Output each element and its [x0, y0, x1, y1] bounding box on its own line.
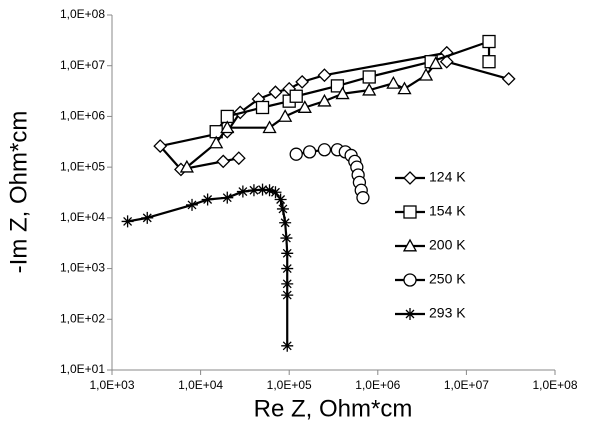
- marker: [281, 289, 294, 302]
- y-tick-label: 1,0E+06: [60, 109, 105, 123]
- legend-label: 250 K: [429, 271, 466, 287]
- marker: [317, 143, 332, 157]
- marker: [256, 183, 269, 196]
- marker: [403, 273, 417, 287]
- x-tick-label: 1,0E+05: [267, 378, 312, 392]
- y-tick-label: 1,0E+01: [60, 362, 105, 376]
- marker: [179, 159, 194, 173]
- marker: [209, 135, 224, 149]
- marker: [482, 34, 496, 49]
- marker: [295, 74, 310, 89]
- marker: [356, 191, 370, 205]
- marker: [362, 70, 376, 84]
- marker: [279, 216, 292, 229]
- marker: [482, 55, 496, 69]
- x-tick-label: 1,0E+08: [532, 378, 577, 392]
- y-tick-label: 1,0E+02: [60, 311, 105, 325]
- marker: [403, 205, 417, 219]
- marker: [317, 93, 332, 107]
- y-tick-label: 1,0E+04: [60, 210, 105, 224]
- marker: [501, 71, 516, 86]
- marker: [186, 198, 199, 211]
- marker: [302, 145, 317, 159]
- legend-label: 293 K: [429, 305, 466, 321]
- marker: [362, 82, 377, 96]
- marker: [141, 211, 154, 224]
- marker: [335, 86, 350, 100]
- marker: [281, 247, 294, 260]
- marker: [439, 54, 454, 69]
- marker: [255, 100, 270, 115]
- marker: [297, 100, 312, 113]
- y-tick-label: 1,0E+07: [60, 58, 105, 72]
- x-axis-title: Re Z, Ohm*cm: [254, 395, 413, 422]
- marker: [269, 186, 282, 199]
- marker: [428, 56, 443, 70]
- marker: [221, 191, 234, 204]
- marker: [418, 67, 434, 81]
- marker: [236, 185, 249, 198]
- marker: [247, 184, 260, 197]
- y-tick-label: 1,0E+03: [60, 261, 105, 275]
- marker: [281, 339, 294, 352]
- marker: [281, 262, 294, 275]
- legend-label: 200 K: [429, 237, 466, 253]
- marker: [404, 308, 416, 320]
- y-axis-title: -Im Z, Ohm*cm: [5, 111, 32, 274]
- marker: [276, 202, 289, 215]
- marker: [121, 215, 134, 228]
- marker: [262, 120, 277, 134]
- marker: [278, 109, 293, 122]
- marker: [220, 120, 235, 134]
- marker: [330, 79, 345, 93]
- marker: [274, 193, 287, 206]
- y-tick-label: 1,0E+08: [60, 7, 105, 21]
- series-line: [215, 40, 491, 133]
- marker: [402, 238, 418, 252]
- x-tick-label: 1,0E+04: [178, 378, 223, 392]
- marker: [386, 75, 401, 89]
- legend-label: 124 K: [429, 169, 466, 185]
- marker: [231, 151, 246, 166]
- x-tick-label: 1,0E+07: [444, 378, 489, 392]
- marker: [153, 139, 168, 154]
- y-tick-label: 1,0E+05: [60, 159, 105, 173]
- marker: [216, 154, 231, 169]
- x-tick-label: 1,0E+06: [355, 378, 400, 392]
- marker: [263, 184, 276, 197]
- marker: [268, 85, 283, 100]
- x-tick-label: 1,0E+03: [89, 378, 134, 392]
- marker: [317, 68, 332, 83]
- marker: [403, 171, 417, 185]
- series-line: [127, 188, 289, 346]
- marker: [280, 232, 293, 245]
- marker: [289, 89, 303, 103]
- marker: [289, 147, 303, 161]
- marker: [201, 193, 214, 206]
- marker: [281, 277, 294, 290]
- legend-label: 154 K: [429, 203, 466, 219]
- marker: [397, 81, 412, 95]
